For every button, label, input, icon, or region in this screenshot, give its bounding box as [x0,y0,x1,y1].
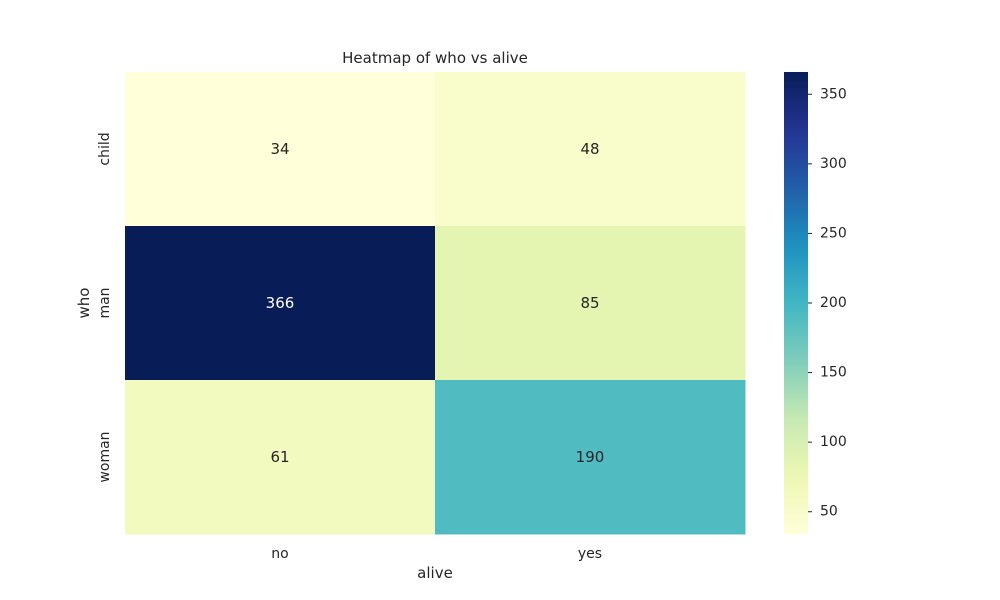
y-tick-child: child [97,132,113,165]
cell-value-man-no: 366 [266,294,295,312]
heatmap-cell-woman-yes [435,380,746,535]
heatmap-cell-woman-no [125,380,436,535]
heatmap-cells [125,72,746,535]
cell-annotations: 34 48 366 85 61 190 [266,140,605,466]
colorbar-tick-100: 100 [820,434,847,450]
colorbar: 50 100 150 200 250 300 350 [784,72,847,534]
x-tick-yes: yes [578,546,602,562]
colorbar-tick-200: 200 [820,295,847,311]
chart-title: Heatmap of who vs alive [342,49,528,67]
cell-value-child-yes: 48 [580,140,599,158]
x-tick-no: no [271,546,288,562]
colorbar-gradient [784,72,808,534]
cell-value-man-yes: 85 [580,294,599,312]
colorbar-tick-150: 150 [820,365,847,381]
colorbar-tick-250: 250 [820,225,847,241]
heatmap-cell-child-no [125,72,436,227]
colorbar-tick-350: 350 [820,86,847,102]
y-tick-man: man [97,287,113,318]
heatmap-cell-man-no [125,226,436,381]
y-tick-woman: woman [97,431,113,482]
heatmap-cell-man-yes [435,226,746,381]
colorbar-tick-50: 50 [820,504,838,520]
y-tick-labels: child man woman [97,132,113,482]
heatmap-cell-child-yes [435,72,746,227]
colorbar-tick-300: 300 [820,156,847,172]
cell-value-woman-yes: 190 [576,448,605,466]
x-axis-label: alive [417,564,453,582]
x-tick-labels: no yes [271,546,602,562]
cell-value-child-no: 34 [270,140,289,158]
cell-value-woman-no: 61 [270,448,289,466]
